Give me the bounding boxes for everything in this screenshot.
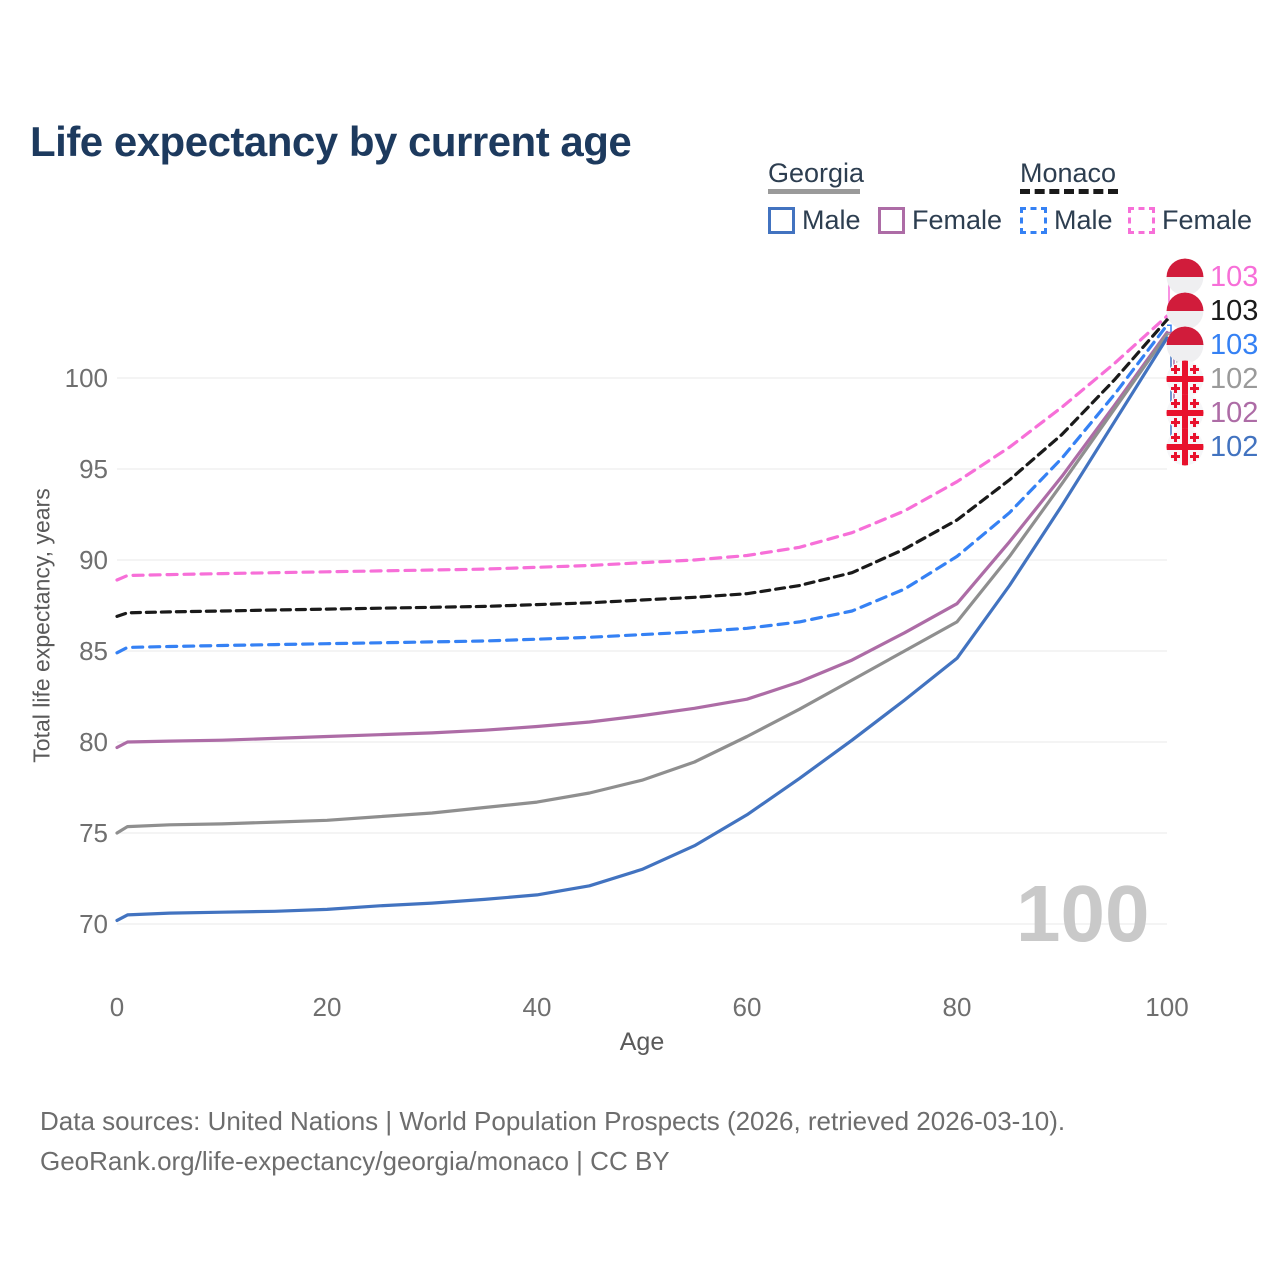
legend-group-georgia: Georgia [768, 158, 865, 188]
series-line-monaco-male[interactable] [115, 323, 1169, 655]
end-label-row: 102 [1166, 394, 1258, 432]
data-sources-line: Data sources: United Nations | World Pop… [40, 1106, 1066, 1136]
end-label-value: 102 [1210, 362, 1259, 395]
legend-item-label: Male [802, 205, 861, 235]
y-tick-label: 75 [79, 818, 108, 848]
series-line-georgia-overall[interactable] [115, 332, 1169, 835]
y-tick-label: 100 [65, 363, 108, 393]
x-axis-title: Age [619, 1028, 665, 1056]
georgia-flag-icon [1166, 394, 1204, 432]
end-label-value: 102 [1210, 396, 1259, 429]
legend-item-monaco-female[interactable]: Female [1128, 205, 1252, 236]
monaco-male-swatch [1020, 207, 1047, 234]
series-line-monaco-overall[interactable] [115, 318, 1169, 619]
end-label-value: 102 [1210, 430, 1259, 463]
monaco-female-swatch [1128, 207, 1155, 234]
series-line-monaco-female[interactable] [115, 314, 1169, 582]
y-tick-label: 70 [79, 909, 108, 939]
series-line-georgia-female[interactable] [115, 330, 1169, 750]
series-line-georgia-male[interactable] [115, 336, 1169, 923]
y-tick-label: 80 [79, 727, 108, 757]
end-label-row: 102 [1166, 360, 1258, 398]
georgia-male-swatch [768, 207, 795, 234]
end-label-row: 103 [1166, 326, 1258, 364]
legend-item-label: Male [1054, 205, 1113, 235]
legend-item-label: Female [912, 205, 1003, 235]
page-title: Life expectancy by current age [30, 118, 632, 166]
age-watermark: 100 [1016, 869, 1150, 958]
x-tick-label: 0 [110, 992, 124, 1022]
attribution-line: GeoRank.org/life-expectancy/georgia/mona… [40, 1146, 670, 1176]
end-label-row: 103 [1166, 292, 1258, 330]
x-tick-label: 40 [523, 992, 552, 1022]
legend-item-georgia-male[interactable]: Male [768, 205, 861, 236]
x-tick-label: 60 [733, 992, 762, 1022]
y-tick-label: 85 [79, 636, 108, 666]
georgia-female-swatch [878, 207, 905, 234]
x-tick-label: 80 [943, 992, 972, 1022]
y-tick-label: 95 [79, 454, 108, 484]
georgia-solid-line-key [768, 189, 860, 194]
monaco-flag-icon [1166, 258, 1204, 296]
end-label-value: 103 [1210, 294, 1259, 327]
x-tick-label: 20 [313, 992, 342, 1022]
legend-item-label: Female [1162, 205, 1253, 235]
legend-item-georgia-female[interactable]: Female [878, 205, 1002, 236]
monaco-flag-icon [1166, 292, 1204, 330]
y-axis-title: Total life expectancy, years [28, 488, 55, 763]
y-tick-label: 90 [79, 545, 108, 575]
end-label-value: 103 [1210, 328, 1259, 361]
legend-item-monaco-male[interactable]: Male [1020, 205, 1113, 236]
monaco-flag-icon [1166, 326, 1204, 364]
end-label-value: 103 [1210, 260, 1259, 293]
end-label-row: 103 [1166, 258, 1258, 296]
monaco-dashed-line-key [1020, 189, 1118, 194]
legend-group-monaco: Monaco [1020, 158, 1117, 188]
georgia-flag-icon [1166, 360, 1204, 398]
x-tick-label: 100 [1145, 992, 1188, 1022]
georgia-flag-icon [1166, 428, 1204, 466]
end-label-row: 102 [1166, 428, 1258, 466]
